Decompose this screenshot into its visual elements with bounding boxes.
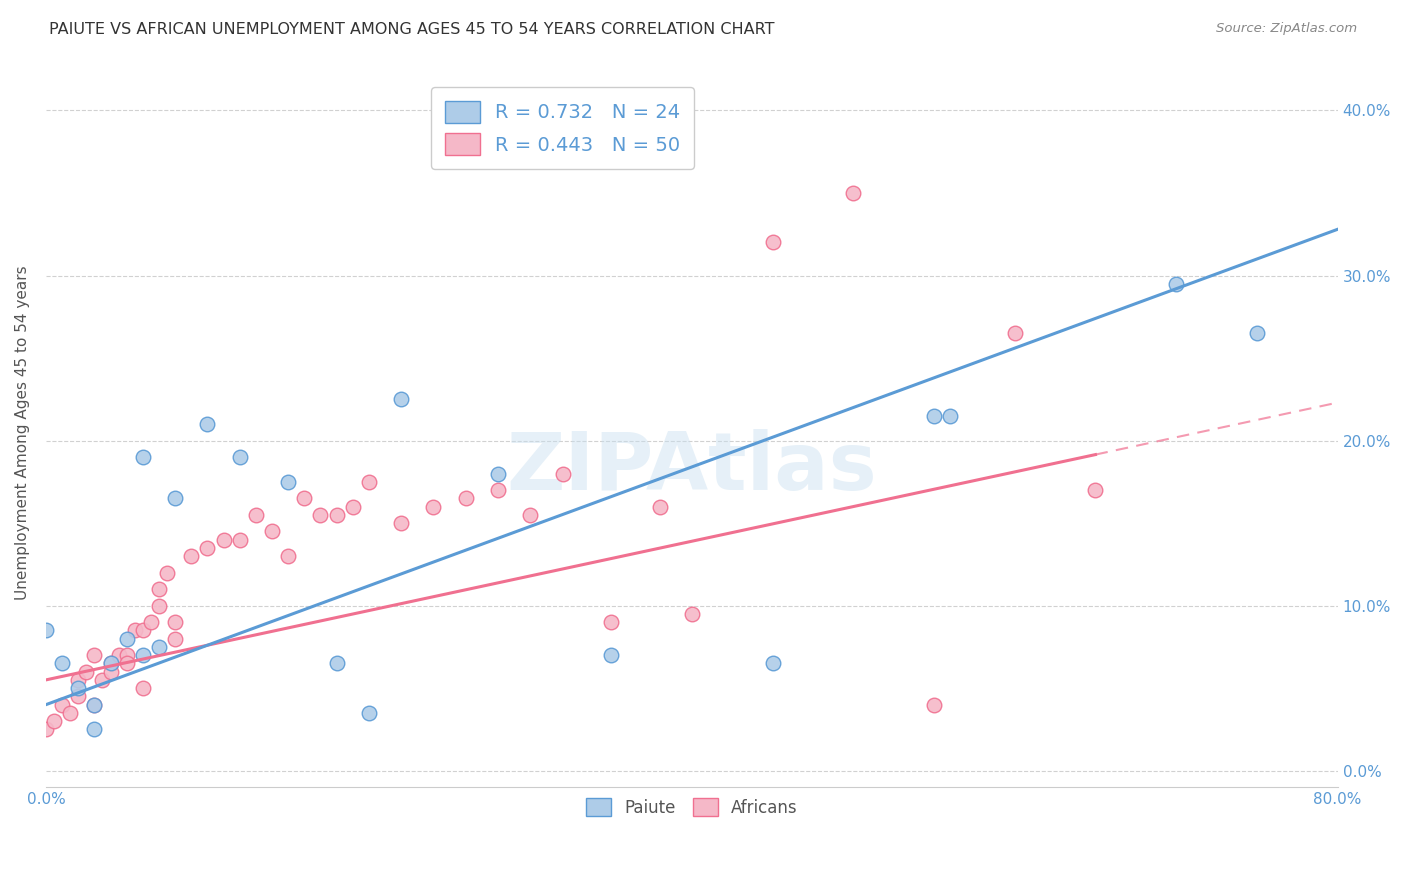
Point bbox=[228, 450, 250, 464]
Point bbox=[75, 665, 97, 679]
Point bbox=[156, 566, 179, 580]
Point bbox=[67, 681, 90, 695]
Point bbox=[260, 524, 283, 539]
Point bbox=[165, 615, 187, 629]
Point bbox=[83, 698, 105, 712]
Point bbox=[180, 549, 202, 563]
Point bbox=[42, 714, 65, 728]
Point bbox=[922, 409, 945, 423]
Point bbox=[1084, 483, 1107, 497]
Point bbox=[51, 657, 73, 671]
Point bbox=[228, 533, 250, 547]
Point bbox=[132, 450, 155, 464]
Point bbox=[59, 706, 82, 720]
Point bbox=[389, 392, 412, 407]
Point bbox=[115, 657, 138, 671]
Point bbox=[277, 549, 299, 563]
Point bbox=[842, 186, 865, 200]
Point bbox=[148, 640, 170, 654]
Point bbox=[325, 508, 347, 522]
Text: ZIPAtlas: ZIPAtlas bbox=[506, 429, 877, 507]
Point bbox=[197, 541, 219, 555]
Point bbox=[165, 632, 187, 646]
Point bbox=[292, 491, 315, 506]
Point bbox=[165, 491, 187, 506]
Point bbox=[486, 483, 509, 497]
Point bbox=[51, 698, 73, 712]
Point bbox=[67, 690, 90, 704]
Point bbox=[132, 624, 155, 638]
Text: Source: ZipAtlas.com: Source: ZipAtlas.com bbox=[1216, 22, 1357, 36]
Point bbox=[100, 657, 122, 671]
Point bbox=[551, 467, 574, 481]
Point bbox=[648, 500, 671, 514]
Point bbox=[148, 582, 170, 596]
Point bbox=[422, 500, 444, 514]
Point bbox=[100, 665, 122, 679]
Point bbox=[519, 508, 541, 522]
Point bbox=[83, 648, 105, 662]
Point bbox=[245, 508, 267, 522]
Point bbox=[1246, 326, 1268, 341]
Point bbox=[939, 409, 962, 423]
Point bbox=[1004, 326, 1026, 341]
Point bbox=[600, 648, 623, 662]
Point bbox=[342, 500, 364, 514]
Point bbox=[357, 706, 380, 720]
Point bbox=[761, 235, 783, 250]
Point bbox=[35, 723, 58, 737]
Point bbox=[124, 624, 146, 638]
Point bbox=[132, 648, 155, 662]
Point bbox=[1166, 277, 1188, 291]
Point bbox=[309, 508, 332, 522]
Point bbox=[83, 723, 105, 737]
Point bbox=[197, 417, 219, 431]
Point bbox=[277, 475, 299, 489]
Point bbox=[67, 673, 90, 687]
Point bbox=[107, 648, 129, 662]
Point bbox=[115, 632, 138, 646]
Point bbox=[91, 673, 114, 687]
Point bbox=[454, 491, 477, 506]
Point bbox=[139, 615, 162, 629]
Point bbox=[100, 657, 122, 671]
Point bbox=[922, 698, 945, 712]
Y-axis label: Unemployment Among Ages 45 to 54 years: Unemployment Among Ages 45 to 54 years bbox=[15, 265, 30, 599]
Legend: Paiute, Africans: Paiute, Africans bbox=[578, 789, 806, 825]
Point bbox=[148, 599, 170, 613]
Point bbox=[357, 475, 380, 489]
Point bbox=[761, 657, 783, 671]
Point bbox=[83, 698, 105, 712]
Text: PAIUTE VS AFRICAN UNEMPLOYMENT AMONG AGES 45 TO 54 YEARS CORRELATION CHART: PAIUTE VS AFRICAN UNEMPLOYMENT AMONG AGE… bbox=[49, 22, 775, 37]
Point bbox=[600, 615, 623, 629]
Point bbox=[681, 607, 703, 621]
Point bbox=[35, 624, 58, 638]
Point bbox=[115, 648, 138, 662]
Point bbox=[212, 533, 235, 547]
Point bbox=[389, 516, 412, 530]
Point bbox=[486, 467, 509, 481]
Point bbox=[132, 681, 155, 695]
Point bbox=[325, 657, 347, 671]
